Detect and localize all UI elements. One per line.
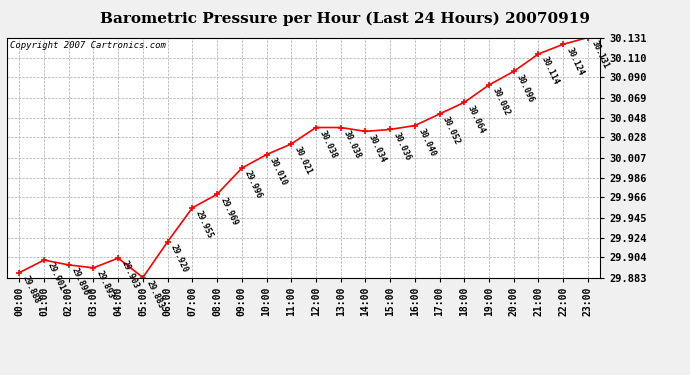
Text: 29.920: 29.920 [169,243,190,274]
Text: 29.901: 29.901 [46,261,66,292]
Text: 30.114: 30.114 [540,56,561,86]
Text: 30.064: 30.064 [466,104,486,135]
Text: 29.896: 29.896 [70,266,91,297]
Text: Copyright 2007 Cartronics.com: Copyright 2007 Cartronics.com [10,41,166,50]
Text: 29.903: 29.903 [119,260,140,291]
Text: 29.969: 29.969 [219,196,239,226]
Text: 30.096: 30.096 [515,73,536,104]
Text: 30.052: 30.052 [441,116,462,146]
Text: Barometric Pressure per Hour (Last 24 Hours) 20070919: Barometric Pressure per Hour (Last 24 Ho… [100,11,590,26]
Text: 29.955: 29.955 [194,209,215,240]
Text: 29.888: 29.888 [21,274,41,305]
Text: 30.038: 30.038 [317,129,338,160]
Text: 29.996: 29.996 [243,170,264,201]
Text: 30.034: 30.034 [367,133,388,164]
Text: 29.893: 29.893 [95,269,116,300]
Text: 30.038: 30.038 [342,129,363,160]
Text: 30.040: 30.040 [416,127,437,158]
Text: 29.883: 29.883 [144,279,165,310]
Text: 30.131: 30.131 [589,39,610,70]
Text: 30.021: 30.021 [293,146,313,176]
Text: 30.010: 30.010 [268,156,288,187]
Text: 30.036: 30.036 [391,131,413,162]
Text: 30.124: 30.124 [564,46,585,76]
Text: 30.082: 30.082 [491,86,511,117]
